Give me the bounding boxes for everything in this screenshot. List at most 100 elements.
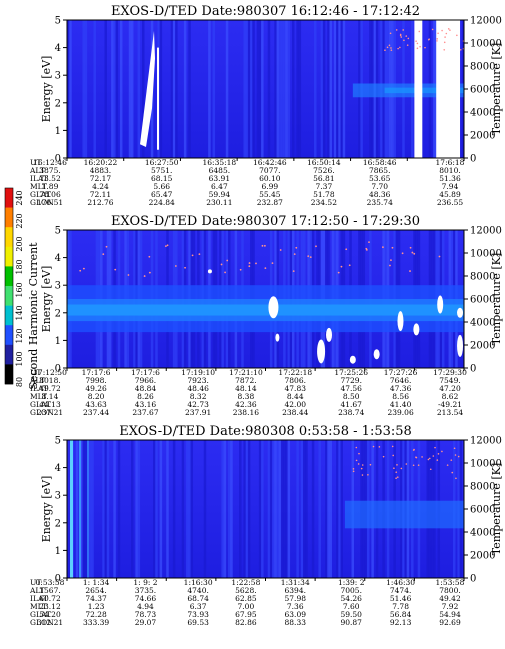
temperature-point <box>358 452 360 455</box>
temperature-point <box>437 453 440 455</box>
data-gap <box>414 20 423 158</box>
temperature-point <box>412 464 415 467</box>
ephemeris-row-label: GLON <box>30 618 54 627</box>
spectrogram-column <box>338 20 341 158</box>
ephemeris-value: 234.52 <box>311 198 337 207</box>
spectrogram-column <box>329 20 332 158</box>
spectrogram-column <box>276 440 280 578</box>
spectrogram-column <box>80 440 83 578</box>
spectrogram-column <box>128 20 132 158</box>
spectrogram-column <box>208 20 211 158</box>
temperature-point <box>413 252 416 255</box>
ephemeris-value: 49.42 <box>439 594 461 603</box>
ephemeris-value: 47.56 <box>340 384 362 393</box>
ephemeris-value: 17:29:30 <box>433 368 467 377</box>
ephemeris-value: 7998. <box>85 376 106 385</box>
spectrogram-column <box>159 20 163 158</box>
temperature-point <box>432 455 435 457</box>
spectrogram-column <box>181 440 185 578</box>
spectrogram-column <box>250 20 253 158</box>
y-tick-label: 5 <box>55 16 61 27</box>
ephemeris-value: 72.11 <box>90 190 111 199</box>
temperature-point <box>409 270 411 272</box>
spectrogram-column <box>278 440 282 578</box>
ephemeris-value: 51.46 <box>390 594 412 603</box>
temperature-point <box>226 259 229 262</box>
ephemeris-value: 6485. <box>209 166 230 175</box>
temperature-point <box>412 449 415 451</box>
ephemeris-value: 51.78 <box>313 190 335 199</box>
temperature-point <box>148 271 151 274</box>
ephemeris-value: 57.98 <box>285 594 307 603</box>
y2-tick-label: 6000 <box>470 295 495 306</box>
y-tick-label: 2 <box>55 308 61 319</box>
temperature-point <box>395 477 397 480</box>
y2-tick-label: 0 <box>470 574 476 585</box>
spectrogram-column <box>188 440 191 578</box>
ephemeris-value: 55.45 <box>259 190 281 199</box>
ephemeris-value: 1:39: 2 <box>338 578 365 587</box>
temperature-point <box>406 44 409 46</box>
ephemeris-value: 176.51 <box>37 198 63 207</box>
y-tick-label: 3 <box>55 281 61 292</box>
ephemeris-value: 1:16:30 <box>184 578 213 587</box>
temperature-point <box>361 474 364 476</box>
spectrogram-column <box>172 440 176 578</box>
spectrogram-column <box>183 20 187 158</box>
ephemeris-value: 59.94 <box>209 190 231 199</box>
energy-band-core <box>67 304 464 316</box>
ephemeris-value: 6394. <box>285 586 306 595</box>
temperature-point <box>357 463 360 465</box>
ephemeris-value: 7077. <box>259 166 280 175</box>
ephemeris-value: 47.83 <box>285 384 307 393</box>
temperature-point <box>401 252 404 255</box>
colorbar-tick-label: 120 <box>15 328 24 343</box>
ephemeris-value: 16:50:14 <box>307 158 341 167</box>
ephemeris-value: 54.94 <box>439 610 461 619</box>
spectrogram-column <box>285 20 288 158</box>
spectrogram-column <box>223 440 227 578</box>
spectrogram-column <box>170 20 174 158</box>
ephemeris-value: 1:46:30 <box>386 578 415 587</box>
temperature-point <box>431 28 434 31</box>
ephemeris-value: 7.70 <box>371 182 388 191</box>
ephemeris-row-label: GLON <box>30 198 54 207</box>
temperature-point <box>307 255 310 258</box>
spectrogram-column <box>67 20 70 158</box>
temperature-point <box>390 259 392 262</box>
spectrogram-column <box>111 20 114 158</box>
ephemeris-value: 1:31:34 <box>281 578 310 587</box>
ephemeris-value: 47.20 <box>439 384 461 393</box>
temperature-point <box>79 269 82 272</box>
ephemeris-value: 7800. <box>439 586 460 595</box>
temperature-point <box>399 34 402 37</box>
temperature-point <box>340 265 343 268</box>
colorbar-segment <box>5 344 13 365</box>
ephemeris-value: 7646. <box>390 376 411 385</box>
temperature-point <box>436 40 438 42</box>
ephemeris-value: 67.95 <box>235 610 257 619</box>
ephemeris-value: 72.17 <box>90 174 112 183</box>
y2-tick-label: 10000 <box>470 249 502 260</box>
y2-tick-label: 10000 <box>470 39 502 50</box>
ephemeris-value: 29.07 <box>135 618 157 627</box>
temperature-point <box>427 458 430 461</box>
spectrogram-column <box>230 440 233 578</box>
ephemeris-value: 74.37 <box>85 594 107 603</box>
temperature-point <box>453 447 456 450</box>
spectrogram-column <box>141 20 145 158</box>
saturated-blob <box>326 327 333 342</box>
ephemeris-value: 238.44 <box>282 408 308 417</box>
y2-tick-label: 8000 <box>470 62 495 73</box>
y2-tick-label: 2000 <box>470 551 495 562</box>
spectrogram-column <box>155 440 158 578</box>
ephemeris-value: 59.50 <box>340 610 362 619</box>
data-gap <box>436 20 461 158</box>
ephemeris-value: 236.55 <box>437 198 463 207</box>
spectrogram-column <box>302 440 306 578</box>
panel-title: EXOS-D/TED Date:980308 0:53:58 - 1:53:58 <box>119 424 412 439</box>
ephemeris-value: 7872. <box>235 376 256 385</box>
colorbar-segment <box>5 305 13 326</box>
spectrogram-column <box>274 20 277 158</box>
